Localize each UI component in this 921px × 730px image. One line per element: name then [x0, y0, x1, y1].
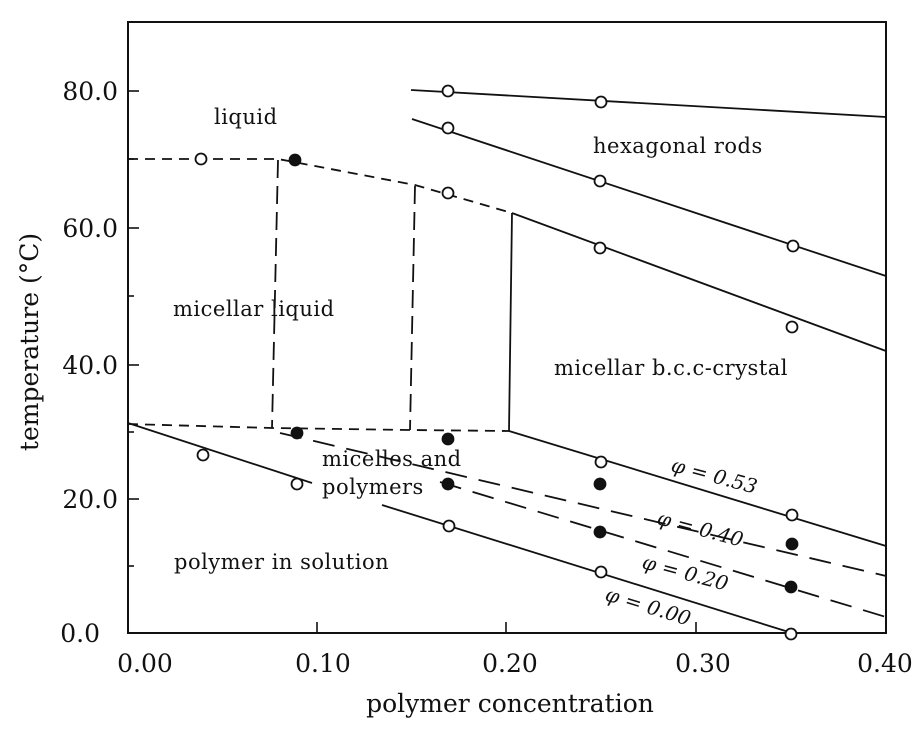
x-axis-tick-labels: 0.00 0.10 0.20 0.30 0.40 [117, 649, 913, 678]
line-hex-upper [410, 89, 887, 118]
x-axis-ticks [316, 622, 697, 633]
marker-open [441, 121, 455, 135]
line-micellar-lower [127, 423, 510, 432]
label-phi-0.00: φ = 0.00 [603, 582, 694, 631]
line-phi-0.40 [279, 432, 887, 577]
line-vertical-0.20 [508, 212, 513, 432]
marker-filled [784, 580, 798, 594]
region-labels: liquid hexagonal rods micellar liquid mi… [173, 105, 788, 574]
label-micellar-liquid: micellar liquid [173, 297, 335, 321]
label-polymers: polymers [322, 475, 424, 499]
label-micellar-bcc-crystal: micellar b.c.c-crystal [554, 356, 788, 380]
marker-open [194, 152, 208, 166]
marker-open [785, 320, 799, 334]
marker-open [784, 627, 798, 641]
x-tick-0.40: 0.40 [857, 649, 913, 678]
line-phi-0.53 [508, 430, 887, 547]
line-hex-lower [411, 118, 887, 277]
marker-open [441, 84, 455, 98]
y-axis-title: temperature (°C) [15, 233, 44, 451]
marker-open [196, 448, 210, 462]
x-tick-0.00: 0.00 [117, 649, 173, 678]
line-bcc-upper [511, 212, 887, 352]
marker-open [290, 477, 304, 491]
marker-open [594, 565, 608, 579]
marker-filled [288, 153, 302, 167]
line-vertical-0.076 [271, 159, 279, 429]
line-phi-0.00-left [127, 422, 313, 484]
y-tick-60: 60.0 [62, 214, 118, 243]
marker-open [594, 95, 608, 109]
marker-open [593, 174, 607, 188]
label-polymer-in-solution: polymer in solution [174, 550, 389, 574]
label-phi-0.40: φ = 0.40 [655, 506, 746, 552]
marker-open [786, 239, 800, 253]
phi-labels: φ = 0.53 φ = 0.40 φ = 0.20 φ = 0.00 [603, 453, 760, 631]
line-phi-0.20 [439, 481, 887, 618]
data-markers [194, 84, 800, 641]
marker-filled [593, 477, 607, 491]
marker-filled [593, 525, 607, 539]
marker-open [785, 508, 799, 522]
line-liquid-boundary [128, 158, 513, 214]
line-vertical-0.15 [409, 185, 416, 431]
y-tick-0: 0.0 [60, 619, 100, 648]
marker-open [442, 519, 456, 533]
y-axis-ticks [128, 90, 139, 567]
y-axis-tick-labels: 80.0 60.0 40.0 20.0 0.0 [60, 77, 118, 648]
y-tick-80: 80.0 [62, 77, 118, 106]
marker-filled [785, 537, 799, 551]
x-axis-title: polymer concentration [366, 689, 654, 718]
marker-filled [441, 477, 455, 491]
y-tick-20: 20.0 [62, 485, 118, 514]
marker-open [593, 241, 607, 255]
label-phi-0.53: φ = 0.53 [669, 453, 760, 499]
label-hexagonal-rods: hexagonal rods [593, 134, 763, 158]
marker-open [441, 186, 455, 200]
marker-open [594, 455, 608, 469]
y-tick-40: 40.0 [62, 351, 118, 380]
label-micelles-and: micelles and [322, 447, 462, 471]
plot-frame [127, 21, 887, 634]
label-liquid: liquid [214, 105, 278, 129]
marker-filled [441, 432, 455, 446]
marker-filled [290, 426, 304, 440]
x-tick-0.30: 0.30 [675, 649, 731, 678]
x-tick-0.10: 0.10 [295, 649, 351, 678]
x-tick-0.20: 0.20 [482, 649, 538, 678]
